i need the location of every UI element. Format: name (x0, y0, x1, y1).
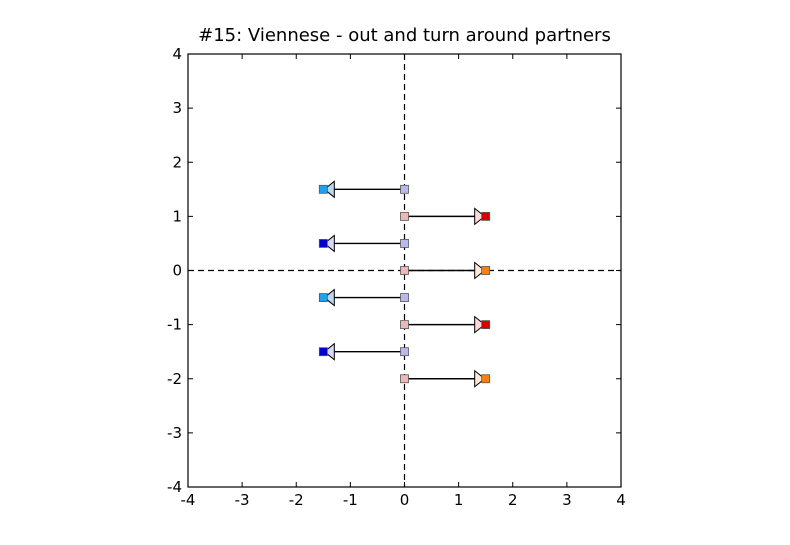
x-tick-label: -1 (343, 491, 358, 509)
x-tick-label: -3 (235, 491, 250, 509)
arrows-layer (318, 180, 491, 388)
arrow-head-7 (474, 369, 486, 388)
arrow-end-marker-6 (318, 347, 328, 357)
y-tick-label: -1 (167, 316, 182, 334)
arrow-start-marker-6 (400, 347, 409, 357)
chart-title: #15: Viennese - out and turn around part… (198, 25, 611, 46)
y-tick-label: -2 (167, 370, 182, 388)
y-tick-label: -4 (167, 478, 182, 496)
y-tick-label: 0 (172, 262, 182, 280)
arrow-head-0 (323, 180, 335, 199)
y-tick-label: 1 (172, 207, 182, 225)
reference-lines (188, 54, 621, 487)
arrow-start-marker-7 (400, 374, 409, 384)
y-tick-label: -3 (167, 424, 182, 442)
y-tick-label: 4 (172, 45, 182, 63)
x-tick-label: 0 (400, 491, 410, 509)
arrow-end-marker-4 (318, 293, 328, 302)
arrow-start-marker-4 (400, 293, 409, 302)
x-tick-label: 1 (454, 491, 464, 509)
arrow-end-marker-1 (481, 211, 491, 221)
x-tick-label: 4 (616, 491, 626, 509)
arrow-head-2 (323, 234, 335, 253)
y-tick-label: 2 (172, 153, 182, 171)
arrow-head-4 (323, 288, 335, 307)
arrow-end-marker-2 (318, 239, 328, 248)
arrow-head-5 (474, 315, 486, 334)
arrow-end-marker-0 (318, 184, 328, 194)
x-tick-label: -2 (289, 491, 304, 509)
y-tick-label: 3 (172, 99, 182, 117)
arrow-head-6 (323, 342, 335, 361)
x-tick-label: 2 (508, 491, 518, 509)
arrow-start-marker-3 (400, 266, 409, 275)
arrow-start-marker-2 (400, 239, 409, 248)
x-tick-label: -4 (181, 491, 196, 509)
arrow-end-marker-7 (481, 374, 491, 384)
arrow-end-marker-5 (481, 320, 491, 330)
x-tick-label: 3 (562, 491, 572, 509)
arrow-end-marker-3 (481, 266, 491, 275)
ticks-layer: -4 -3 -2 -1 0 1 2 3 4 -4 -3 -2 -1 0 1 2 3 4 (167, 45, 626, 509)
arrow-head-1 (474, 207, 486, 226)
arrow-start-marker-1 (400, 211, 409, 221)
arrow-start-marker-0 (400, 184, 409, 194)
arrow-start-marker-5 (400, 320, 409, 330)
arrow-head-3 (474, 261, 486, 280)
